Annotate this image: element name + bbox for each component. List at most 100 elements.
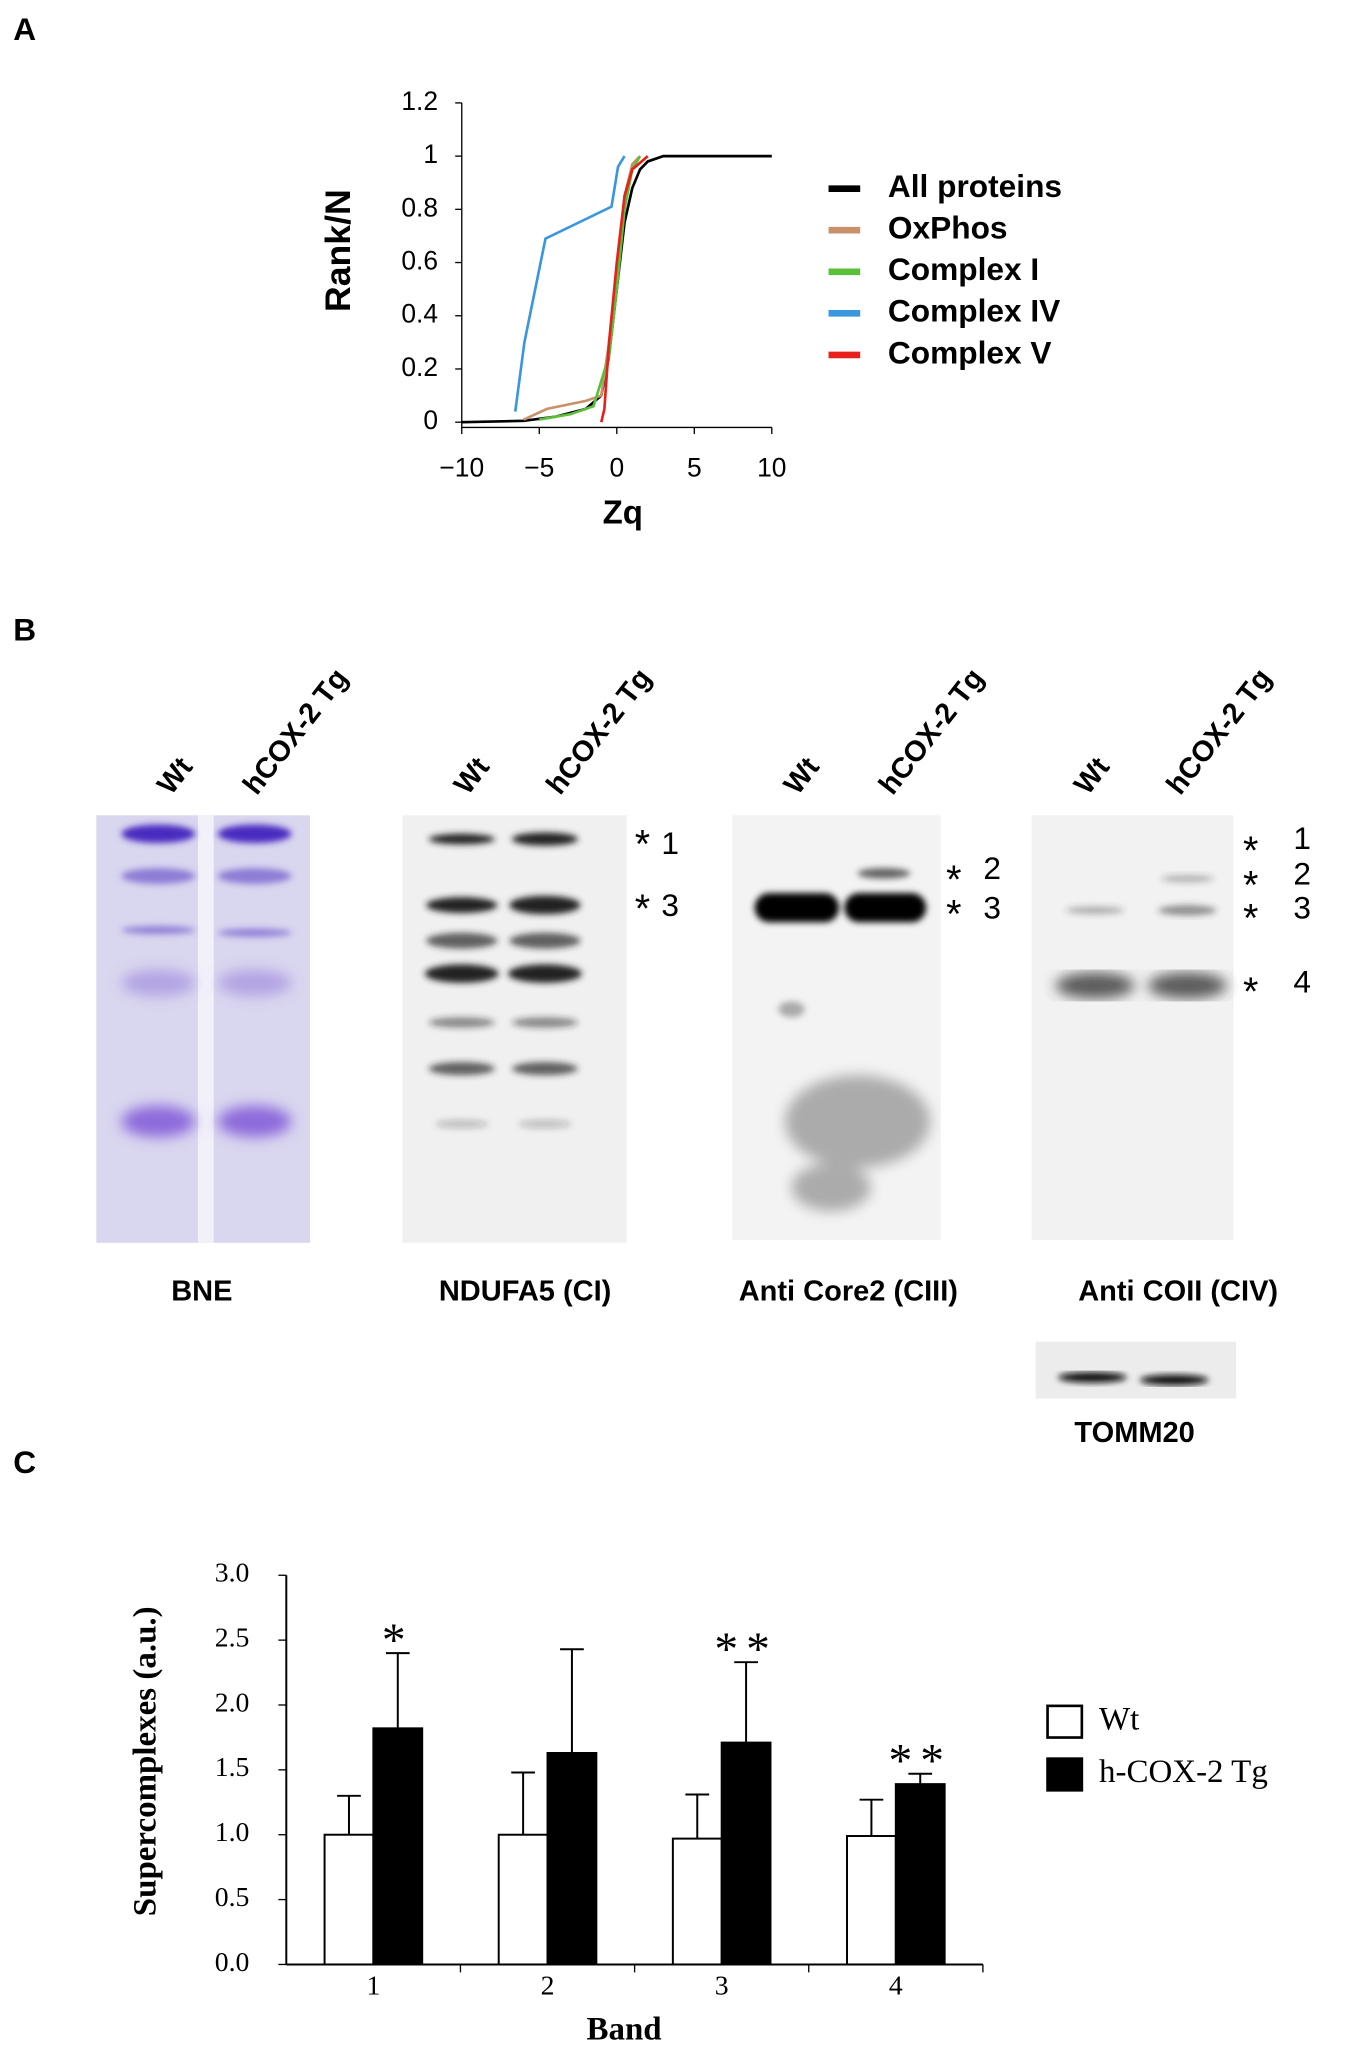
band-marker: *: [635, 887, 650, 931]
x-tick-label: 1: [366, 1970, 380, 2001]
x-tick-label: −5: [524, 453, 554, 483]
y-tick-label: 3.0: [215, 1557, 250, 1588]
band-label: 3: [983, 890, 1001, 926]
legend-label: Wt: [1099, 1701, 1139, 1737]
blot-ndufa5: [402, 815, 627, 1243]
series-line: [600, 155, 649, 423]
legend-label: h-COX-2 Tg: [1099, 1754, 1268, 1790]
y-tick-label: 1.5: [215, 1751, 250, 1782]
blot-name: Anti COII (CIV): [1078, 1276, 1278, 1308]
error-bar: [859, 1798, 884, 1837]
significance: *: [382, 1615, 414, 1667]
blot-tomm20: [1035, 1341, 1237, 1399]
band-label: 4: [1293, 964, 1311, 1000]
x-tick-label: 4: [889, 1970, 903, 2001]
y-tick-label: 1.2: [401, 86, 438, 116]
bar: [372, 1727, 424, 1966]
legend-label: All proteins: [888, 168, 1062, 204]
bar-chart: 0.0 0.5 1.0 1.5 2.0 2.5 3.0 1 * 2 3 ** 4 ** Wt h-COX-2 …: [127, 1557, 1267, 2048]
blot-name: NDUFA5 (CI): [439, 1276, 611, 1308]
band-label: 2: [983, 850, 1001, 886]
series-line: [513, 155, 626, 412]
panel-label: C: [13, 1444, 36, 1480]
bar: [894, 1783, 946, 1966]
legend-label: Complex V: [888, 334, 1052, 370]
bar: [720, 1741, 772, 1966]
x-axis-label: Zq: [603, 493, 643, 530]
band-marker: *: [635, 822, 650, 866]
y-tick-label: 0.0: [215, 1946, 250, 1977]
x-tick-label: 2: [541, 1970, 555, 2001]
lane-label: hCOX-2 Tg: [1161, 663, 1279, 801]
error-bar: [908, 1772, 933, 1785]
x-tick-label: 3: [715, 1970, 729, 2001]
y-tick-label: 1.0: [215, 1816, 250, 1847]
blot-core2: [732, 815, 941, 1241]
band-label: 2: [1293, 855, 1311, 891]
y-tick-label: 0.6: [401, 246, 438, 276]
y-tick-label: 2.0: [215, 1686, 250, 1717]
band-marker: *: [1243, 863, 1258, 907]
bar: [546, 1752, 598, 1966]
error-bar: [734, 1661, 758, 1743]
blot-name: TOMM20: [1074, 1417, 1194, 1449]
lane-label: Wt: [778, 751, 826, 800]
error-bar: [560, 1648, 584, 1753]
x-tick-label: 10: [757, 453, 786, 483]
y-axis-label: Rank/N: [318, 189, 358, 312]
x-tick-label: 0: [609, 453, 624, 483]
significance: **: [714, 1624, 777, 1676]
band-marker: *: [946, 858, 961, 902]
band-marker: *: [1243, 829, 1258, 873]
y-tick-label: 1: [423, 139, 438, 169]
y-tick-label: 2.5: [215, 1621, 250, 1652]
error-bar: [385, 1652, 410, 1729]
lane-label: Wt: [1068, 751, 1116, 800]
bar: [846, 1835, 897, 1966]
y-tick-label: 0.5: [215, 1881, 250, 1912]
lane-label: Wt: [448, 751, 496, 800]
x-axis-label: Band: [586, 2011, 661, 2047]
error-bar: [685, 1793, 710, 1839]
blot-name: Anti Core2 (CIII): [739, 1276, 958, 1308]
y-tick-label: 0.8: [401, 192, 438, 222]
legend-label: Complex IV: [888, 293, 1060, 329]
error-bar: [337, 1794, 361, 1835]
lane-labels: Wt hCOX-2 Tg Wt hCOX-2 Tg Wt hCOX-2 Tg Wt hCOX-…: [151, 663, 1278, 801]
lane-label: Wt: [151, 751, 199, 800]
band-label: 1: [661, 825, 679, 861]
band-label: 1: [1293, 820, 1311, 856]
y-axis-label: Supercomplexes (a.u.): [127, 1606, 163, 1916]
x-tick-label: 5: [687, 453, 702, 483]
series-line: [523, 155, 641, 421]
bar: [323, 1833, 375, 1966]
band-label: 3: [661, 887, 679, 923]
legend-swatch: [1046, 1757, 1084, 1792]
significance: **: [889, 1736, 952, 1788]
bar: [497, 1833, 549, 1966]
lane-label: hCOX-2 Tg: [237, 663, 355, 801]
y-tick-label: 0.2: [401, 352, 438, 382]
panel-label: B: [13, 611, 36, 647]
legend-label: OxPhos: [888, 210, 1008, 246]
blot-name: BNE: [171, 1276, 232, 1308]
blot-bne: [96, 815, 311, 1243]
band-marker: *: [1243, 896, 1258, 940]
legend-label: Complex I: [888, 251, 1039, 287]
blot-coii: [1031, 815, 1234, 1241]
panel-label: A: [13, 11, 36, 47]
band-marker: *: [1243, 970, 1258, 1014]
band-marker: *: [946, 892, 961, 936]
y-tick-label: 0: [423, 405, 438, 435]
y-tick-label: 0.4: [401, 299, 438, 329]
lane-label: hCOX-2 Tg: [540, 663, 658, 801]
x-tick-label: −10: [439, 453, 484, 483]
bar: [671, 1837, 723, 1966]
lane-label: hCOX-2 Tg: [873, 663, 991, 801]
blot-names: BNE NDUFA5 (CI) Anti Core2 (CIII) Anti COII…: [171, 1276, 1278, 1449]
band-label: 3: [1293, 890, 1311, 926]
band-labels: * 1 * 3 * 2 * 3 * 1 * 2 * 3 * 4: [635, 820, 1311, 1014]
legend-swatch: [1046, 1704, 1084, 1739]
error-bar: [511, 1771, 535, 1835]
